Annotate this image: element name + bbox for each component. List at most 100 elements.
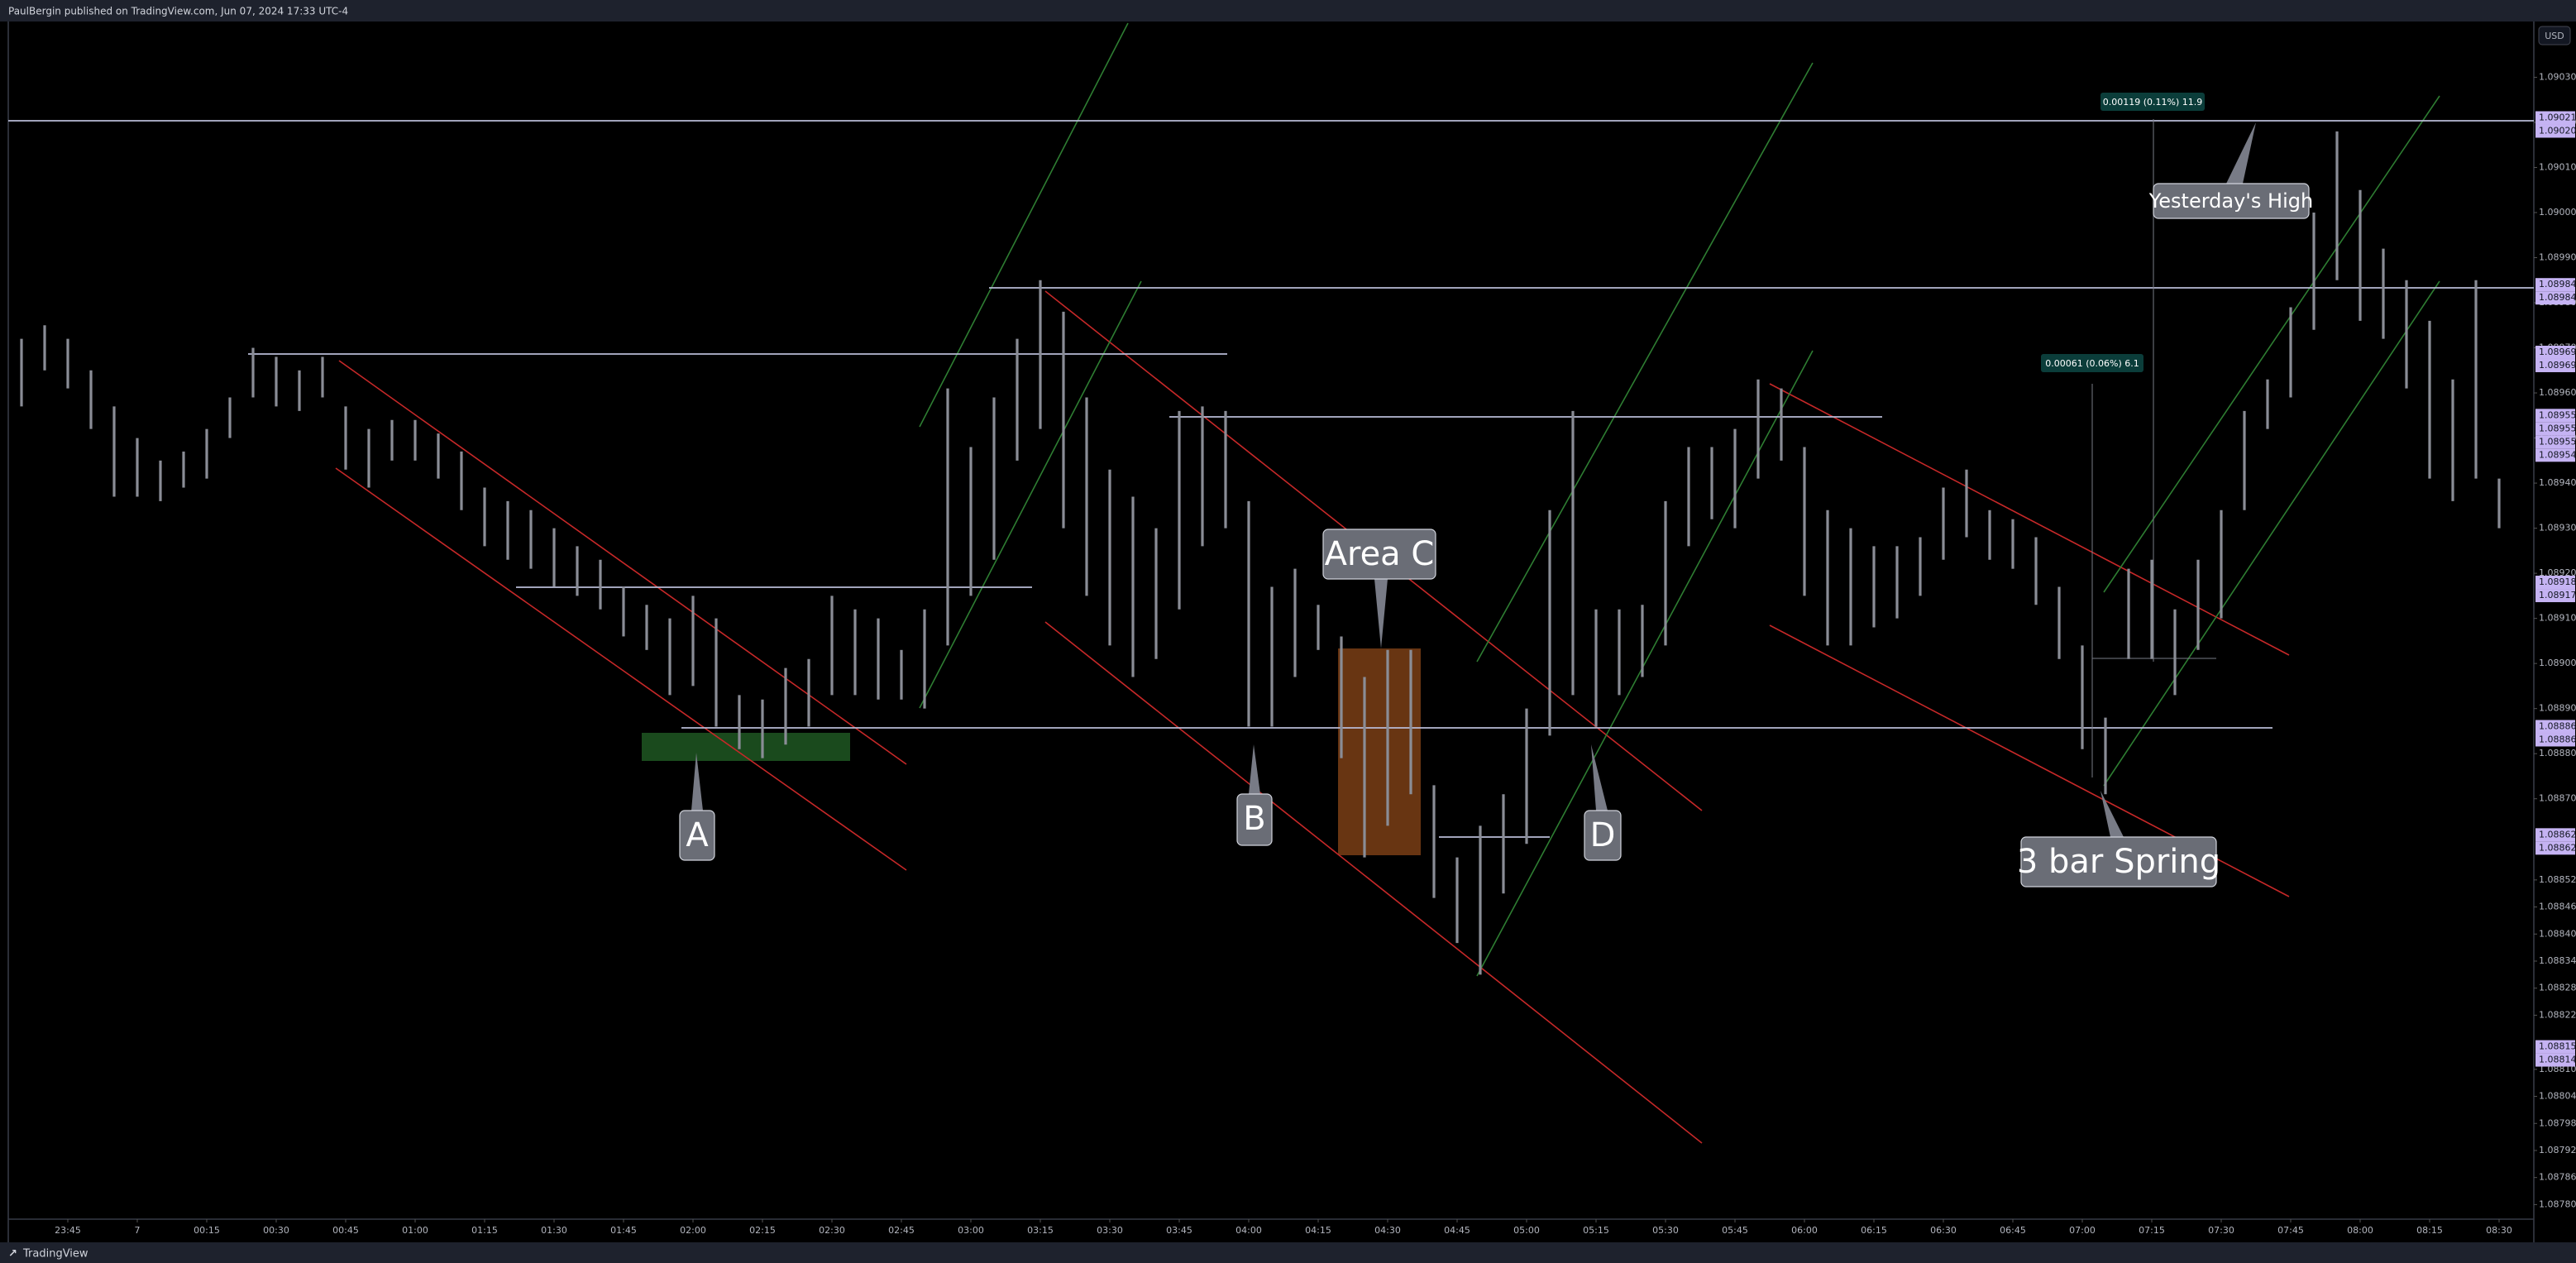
x-tick-label: 04:45: [1444, 1225, 1470, 1236]
callout-label: Yesterday's High: [2148, 189, 2313, 213]
logo: ↗: [8, 1248, 17, 1261]
y-tick-label: 1.08920: [2539, 567, 2576, 578]
price-label-box: [2535, 124, 2575, 138]
x-tick-label: 06:00: [1791, 1225, 1818, 1236]
trend-line: [2103, 95, 2440, 593]
price-label: 1.08918: [2539, 576, 2576, 587]
y-tick-label: 1.08846: [2539, 902, 2576, 912]
trend-line: [1476, 350, 1814, 977]
trend-line: [338, 360, 907, 765]
price-bars: [20, 131, 2501, 975]
footer-bar: [0, 1242, 2576, 1263]
price-label-box: [2535, 111, 2575, 125]
y-tick-label: 1.08910: [2539, 613, 2576, 624]
price-label-box: [2535, 448, 2575, 462]
price-label: 1.08955: [2539, 423, 2576, 433]
y-tick-label: 1.08834: [2539, 955, 2576, 966]
zone-c: [1338, 648, 1421, 855]
callout-label: Area C: [1325, 535, 1435, 573]
x-tick-label: 07:00: [2069, 1225, 2096, 1236]
price-label-box: [2535, 733, 2575, 747]
y-tick-label: 1.08960: [2539, 387, 2576, 398]
x-tick-label: 04:15: [1305, 1225, 1331, 1236]
level-lines: [8, 120, 2534, 838]
x-tick-label: 03:30: [1097, 1225, 1123, 1236]
measure-label: 0.00061 (0.06%) 6.1: [2045, 358, 2139, 369]
price-label-box: [2535, 291, 2575, 305]
currency-button[interactable]: [2538, 26, 2571, 45]
callout-pointer: [1591, 744, 1608, 811]
callout-label: B: [1243, 800, 1265, 838]
y-tick-label: 1.08786: [2539, 1172, 2576, 1183]
x-tick-label: 06:45: [2000, 1225, 2026, 1236]
x-tick-label: 05:30: [1652, 1225, 1679, 1236]
x-tick-label: 08:00: [2347, 1225, 2373, 1236]
price-label-box: [2535, 841, 2575, 855]
callout-box: [1236, 793, 1273, 846]
price-label: 1.08984: [2539, 292, 2576, 303]
x-tick-label: 07:30: [2208, 1225, 2234, 1236]
trend-line: [919, 280, 1142, 709]
y-tick-label: 1.09000: [2539, 207, 2576, 218]
y-tick-label: 1.08780: [2539, 1198, 2576, 1209]
y-tick-label: 1.08852: [2539, 874, 2576, 885]
callout-pointer: [1249, 744, 1260, 794]
price-label: 1.08814: [2539, 1055, 2576, 1065]
y-tick-label: 1.08828: [2539, 983, 2576, 993]
x-tick-label: 03:15: [1027, 1225, 1054, 1236]
trend-line: [2103, 280, 2440, 787]
y-tick-label: 1.08822: [2539, 1009, 2576, 1020]
x-tick-label: 04:00: [1235, 1225, 1262, 1236]
price-label-box: [2535, 435, 2575, 449]
x-tick-label: 01:00: [402, 1225, 428, 1236]
x-tick-label: 07:15: [2139, 1225, 2165, 1236]
callout-label: 3 bar Spring: [2017, 843, 2220, 881]
callout-pointer: [691, 753, 703, 811]
x-tick-label: 07:45: [2277, 1225, 2304, 1236]
callout-box: [2020, 836, 2217, 887]
price-label: 1.08815: [2539, 1041, 2576, 1052]
x-tick-label: 01:15: [471, 1225, 498, 1236]
price-label-box: [2535, 828, 2575, 842]
callouts: A B Area C D 3 bar Spring Yesterday's Hi…: [679, 93, 2313, 887]
x-tick-label: 00:30: [263, 1225, 289, 1236]
price-label: 1.08984: [2539, 279, 2576, 289]
y-tick-label: 1.08804: [2539, 1091, 2576, 1102]
callout-box: [679, 810, 715, 861]
y-tick-label: 1.08990: [2539, 251, 2576, 262]
price-label-box: [2535, 1040, 2575, 1054]
trend-line: [919, 22, 1129, 428]
price-label-box: [2535, 576, 2575, 590]
zone-a: [642, 733, 850, 761]
x-tick-label: 08:15: [2416, 1225, 2443, 1236]
green-channels: [919, 22, 2440, 977]
x-tick-label: 06:15: [1861, 1225, 1887, 1236]
currency: USD: [2545, 31, 2564, 41]
price-label-box: [2535, 589, 2575, 603]
y-tick-label: 1.08798: [2539, 1117, 2576, 1128]
trend-line: [1044, 621, 1703, 1144]
x-tick-label: 01:45: [610, 1225, 637, 1236]
y-tick-label: 1.08870: [2539, 793, 2576, 804]
measure-label: 0.00119 (0.11%) 11.9: [2103, 97, 2203, 108]
price-label: 1.08969: [2539, 347, 2576, 357]
price-label: 1.08955: [2539, 436, 2576, 447]
measure-box: [2100, 93, 2205, 111]
callout-pointer: [2100, 791, 2124, 837]
x-tick-label: 08:30: [2486, 1225, 2512, 1236]
x-tick-label: 02:00: [680, 1225, 706, 1236]
x-tick-label: 05:00: [1513, 1225, 1540, 1236]
axes: 1.09030 1.09020 1.09010 1.09000 1.08990 1.089…: [55, 71, 2576, 1236]
callout-pointer: [1374, 579, 1388, 648]
x-tick-label: 03:00: [958, 1225, 984, 1236]
y-tick-label: 1.08890: [2539, 703, 2576, 714]
trend-line: [1476, 62, 1814, 663]
price-label: 1.08862: [2539, 829, 2576, 840]
footer: TradingView: [22, 1248, 88, 1261]
price-label-box: [2535, 422, 2575, 436]
trend-line: [335, 467, 907, 871]
price-label-box: [2535, 409, 2575, 423]
callout-label: D: [1590, 816, 1616, 854]
price-label: 1.08886: [2539, 720, 2576, 731]
x-tick-label: 05:15: [1583, 1225, 1609, 1236]
